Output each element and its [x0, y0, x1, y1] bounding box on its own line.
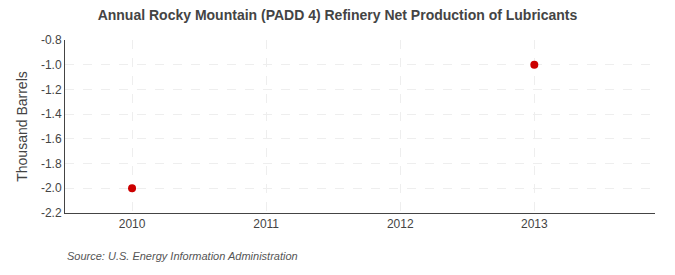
svg-text:-0.8: -0.8 — [41, 33, 62, 47]
svg-text:2013: 2013 — [521, 217, 548, 231]
svg-text:-1.6: -1.6 — [41, 132, 62, 146]
svg-text:-2.0: -2.0 — [41, 181, 62, 195]
svg-text:-2.2: -2.2 — [41, 206, 62, 220]
svg-text:2012: 2012 — [387, 217, 414, 231]
svg-text:-1.4: -1.4 — [41, 107, 62, 121]
svg-text:Annual Rocky Mountain (PADD 4): Annual Rocky Mountain (PADD 4) Refinery … — [98, 7, 578, 23]
svg-text:2010: 2010 — [119, 217, 146, 231]
svg-text:2011: 2011 — [253, 217, 279, 231]
svg-text:-1.8: -1.8 — [41, 157, 62, 171]
svg-text:Source: U.S. Energy Informatio: Source: U.S. Energy Information Administ… — [67, 250, 298, 262]
svg-text:Thousand Barrels: Thousand Barrels — [14, 71, 30, 182]
svg-text:-1.0: -1.0 — [41, 58, 62, 72]
svg-text:-1.2: -1.2 — [41, 83, 62, 97]
